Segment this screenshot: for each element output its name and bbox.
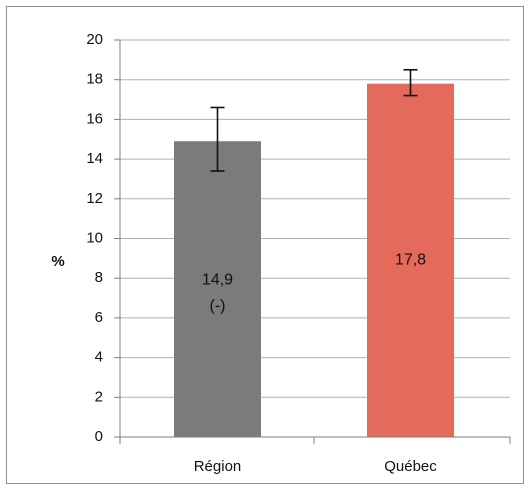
data-labels: 14,9 (-) 17,8: [202, 252, 426, 315]
data-label: 14,9: [202, 271, 233, 288]
data-label: 17,8: [395, 252, 426, 269]
y-tick-label: 16: [86, 110, 103, 127]
y-tick-label: 0: [95, 428, 103, 445]
error-bars: [210, 68, 418, 172]
y-tick-label: 12: [86, 190, 103, 207]
bar-1: [174, 141, 261, 438]
x-category-label: Québec: [384, 458, 437, 475]
data-label: (-): [210, 297, 226, 314]
y-tick-label: 20: [86, 31, 103, 48]
bars: [174, 83, 454, 438]
y-axis-ticks: 0 2 4 6 8 10 12 14 16 18 20: [86, 31, 511, 445]
y-tick-label: 14: [86, 150, 103, 167]
x-axis-labels: Région Québec: [194, 458, 438, 475]
y-tick-label: 6: [95, 309, 103, 326]
y-tick-label: 2: [95, 388, 103, 405]
y-axis-label: %: [51, 253, 64, 270]
y-tick-label: 18: [86, 71, 103, 88]
y-tick-label: 8: [95, 269, 103, 286]
x-category-label: Région: [194, 458, 242, 475]
y-tick-label: 4: [95, 349, 103, 366]
y-tick-label: 10: [86, 229, 103, 246]
bar-2: [367, 83, 454, 438]
